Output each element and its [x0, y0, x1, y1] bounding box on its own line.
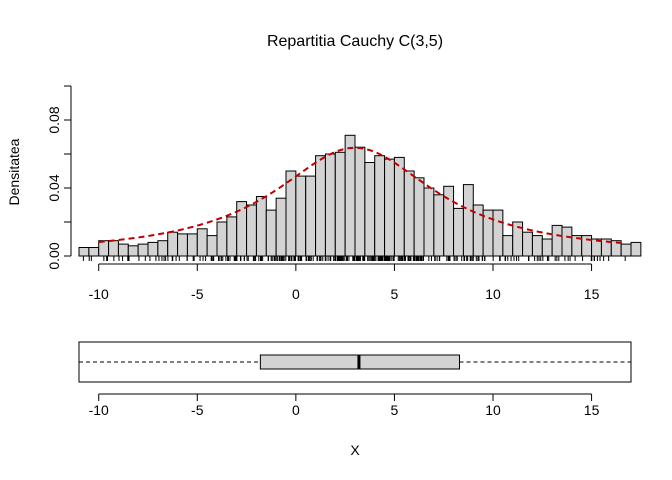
x-tick-label: 5	[391, 402, 399, 418]
histogram-y-axis: 0.00 0.04 0.08	[46, 85, 72, 270]
histogram-bar	[275, 197, 287, 257]
histogram-bar	[137, 243, 149, 257]
histogram-bar	[186, 233, 198, 257]
histogram-bar	[226, 216, 238, 257]
histogram-bar	[620, 243, 632, 257]
histogram-bar	[551, 224, 563, 257]
histogram-bar	[127, 245, 139, 257]
histogram-bar	[334, 151, 346, 257]
histogram-bar	[344, 134, 356, 257]
histogram-bar	[354, 146, 366, 257]
histogram-bar	[492, 209, 504, 257]
x-tick-label: 15	[584, 286, 600, 302]
histogram-bar	[285, 170, 297, 257]
histogram-bar	[305, 175, 317, 257]
histogram-bar	[246, 204, 257, 257]
histogram-bar	[413, 177, 425, 257]
histogram-bar	[196, 228, 208, 257]
histogram-bar	[206, 235, 218, 257]
x-tick-label: 10	[485, 286, 501, 302]
histogram-bar	[236, 201, 248, 257]
x-tick-label: 5	[391, 286, 399, 302]
x-tick-label: 10	[485, 402, 501, 418]
histogram-bar	[255, 196, 267, 257]
x-tick-label: -5	[191, 286, 204, 302]
chart-title: Repartitia Cauchy C(3,5)	[267, 33, 443, 50]
x-tick-label: 15	[584, 402, 600, 418]
x-axis-label: X	[350, 442, 360, 458]
histogram-bar	[265, 209, 277, 257]
histogram-bar	[423, 187, 435, 257]
histogram-bar	[324, 153, 336, 257]
histogram-bar	[216, 221, 228, 257]
histogram-bar	[295, 175, 307, 257]
histogram-bars	[78, 134, 642, 257]
boxplot	[79, 354, 631, 370]
y-tick-label: 0.00	[46, 242, 62, 269]
histogram-bar	[108, 240, 119, 257]
histogram-bar	[374, 155, 386, 257]
histogram-bar	[147, 241, 159, 257]
x-tick-label: -5	[191, 402, 204, 418]
histogram-bar	[78, 247, 90, 257]
histogram-bar	[561, 226, 573, 257]
histogram-bar	[117, 243, 129, 257]
histogram-bar	[364, 162, 376, 257]
rug-marks	[82, 256, 626, 261]
histogram-bar	[315, 155, 326, 257]
histogram-bar	[177, 233, 188, 257]
histogram-bar	[522, 231, 533, 257]
y-tick-label: 0.04	[46, 174, 62, 201]
histogram-bar	[453, 207, 464, 257]
y-axis-label: Densitatea	[6, 138, 22, 205]
histogram-bar	[167, 231, 179, 257]
histogram-bar	[630, 241, 642, 257]
x-tick-label: 0	[292, 286, 300, 302]
y-tick-label: 0.08	[46, 106, 62, 133]
histogram-bar	[157, 240, 169, 257]
x-tick-label: -10	[89, 286, 109, 302]
histogram-bar	[384, 158, 395, 257]
histogram-bar	[433, 194, 445, 257]
histogram-x-axis: -10 -5 0 5 10 15	[89, 263, 600, 302]
histogram-bar	[403, 170, 415, 257]
histogram-bar	[531, 235, 543, 257]
x-tick-label: -10	[89, 402, 109, 418]
boxplot-x-axis: -10 -5 0 5 10 15	[89, 393, 600, 418]
histogram-bar	[393, 156, 405, 257]
density-curve	[98, 146, 622, 244]
histogram-bar	[502, 235, 514, 257]
histogram-bar	[462, 184, 474, 257]
histogram-bar	[98, 240, 110, 257]
histogram-bar	[541, 238, 553, 257]
x-tick-label: 0	[292, 402, 300, 418]
histogram-bar	[88, 247, 100, 257]
